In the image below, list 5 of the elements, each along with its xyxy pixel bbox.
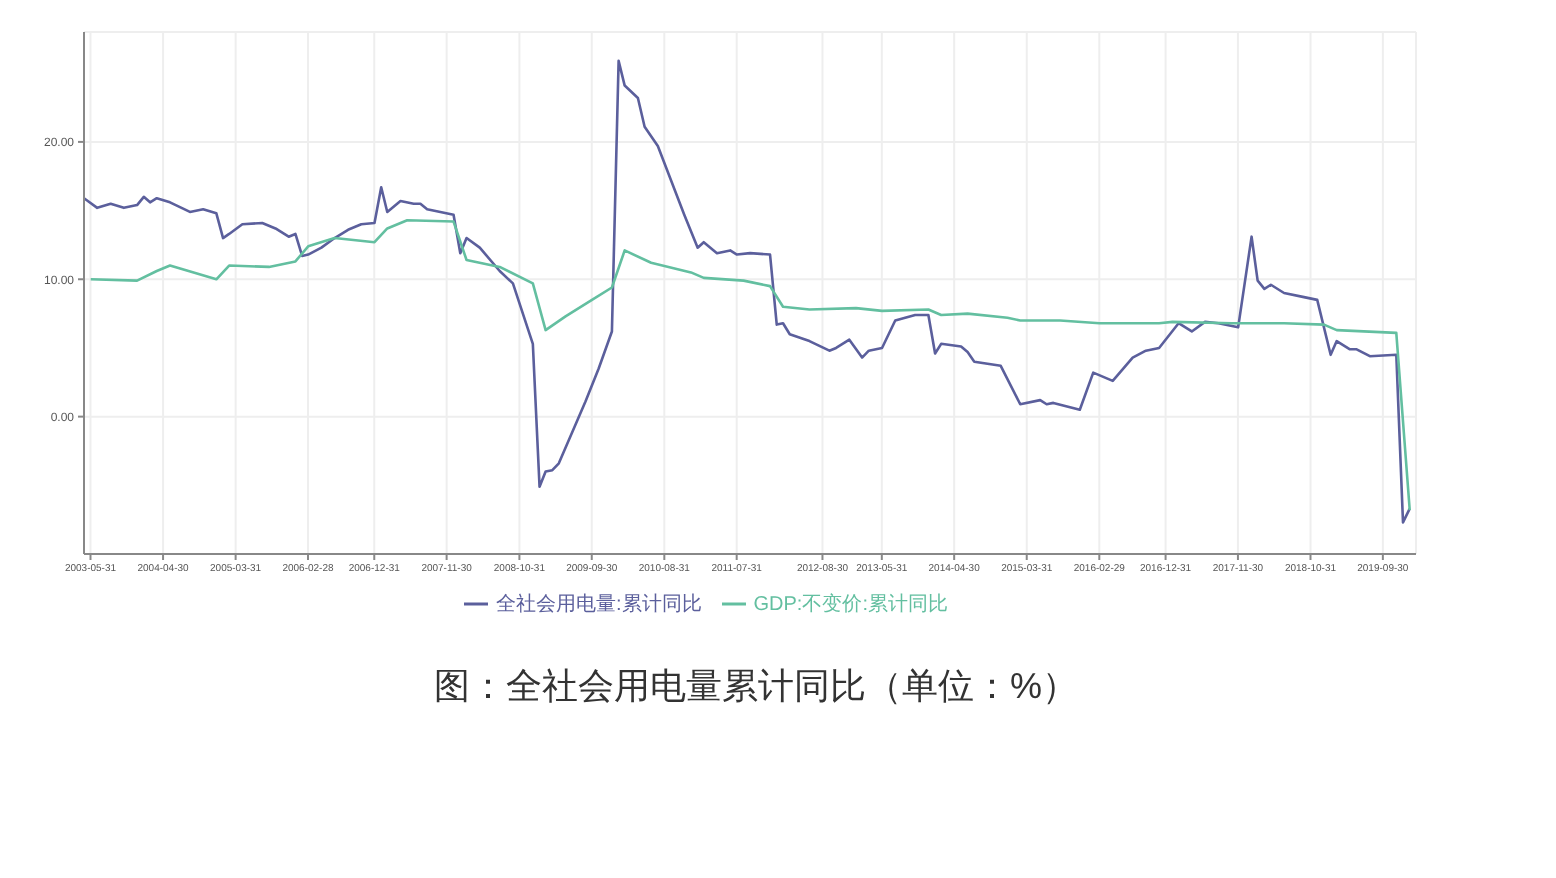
text: 图：全社会用电量累计同比（单位：%）	[431, 664, 1080, 710]
legend-label: 全社会用电量:累计同比	[495, 594, 702, 616]
line-series	[89, 218, 1412, 512]
legend-label: GDP:不变价:累计同比	[753, 594, 948, 616]
line-series	[84, 59, 1412, 524]
